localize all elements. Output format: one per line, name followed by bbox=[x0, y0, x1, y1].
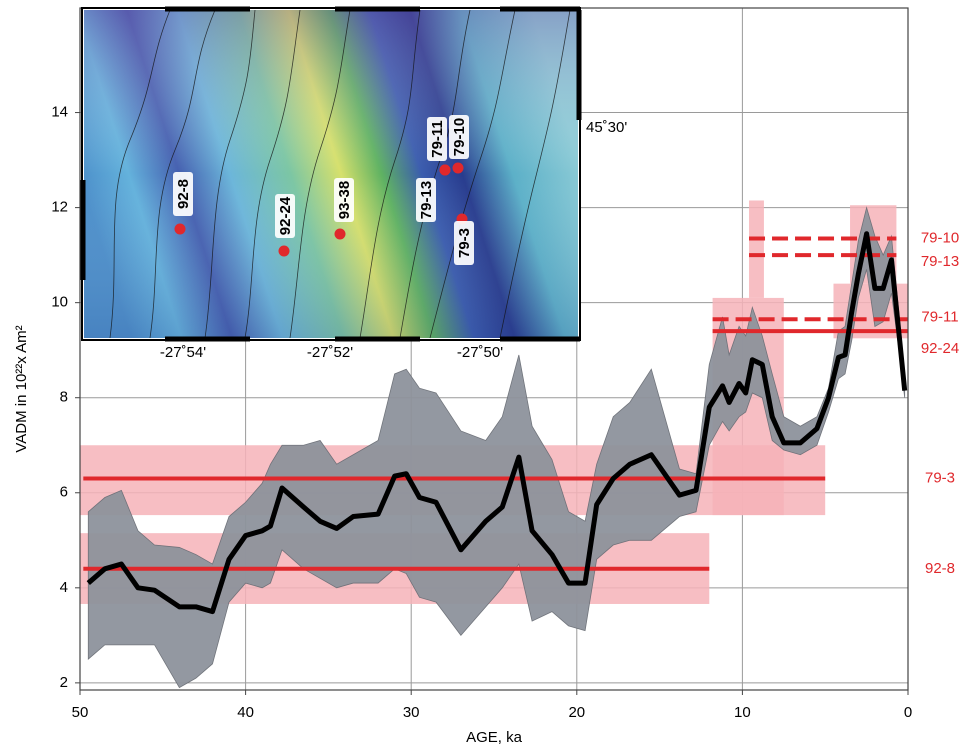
chart: 92-8 92-24 93-38 79-13 79-11 79-10 79-3 -27˚54'… bbox=[0, 0, 973, 750]
inset-map: 92-8 92-24 93-38 79-13 79-11 79-10 79-3 -27˚54'… bbox=[82, 8, 634, 362]
x-tick-label: 50 bbox=[72, 704, 89, 721]
site-label: 79-3 bbox=[456, 228, 473, 258]
lon-label: -27˚50' bbox=[457, 344, 503, 361]
result-label: 79-3 bbox=[925, 469, 955, 486]
site-marker bbox=[175, 224, 186, 235]
y-tick-label: 8 bbox=[60, 389, 68, 406]
site-label: 93-38 bbox=[336, 181, 353, 219]
inset-shade bbox=[84, 10, 578, 338]
site-label: 79-10 bbox=[451, 118, 468, 156]
x-tick-label: 0 bbox=[904, 704, 912, 721]
result-label: 92-24 bbox=[921, 340, 959, 357]
page: 92-8 92-24 93-38 79-13 79-11 79-10 79-3 -27˚54'… bbox=[0, 0, 973, 750]
x-tick-label: 20 bbox=[568, 704, 585, 721]
site-tag: 79-10 bbox=[449, 115, 469, 159]
site-tag: 92-24 bbox=[275, 194, 295, 238]
y-tick-label: 2 bbox=[60, 674, 68, 691]
site-tag: 92-8 bbox=[173, 172, 193, 216]
result-label: 79-13 bbox=[921, 253, 959, 270]
site-label: 79-11 bbox=[429, 120, 446, 158]
site-label: 92-24 bbox=[277, 196, 294, 235]
result-label: 92-8 bbox=[925, 560, 955, 577]
y-tick-label: 4 bbox=[60, 579, 68, 596]
x-tick-label: 30 bbox=[403, 704, 420, 721]
site-marker bbox=[453, 163, 464, 174]
site-marker bbox=[440, 165, 451, 176]
result-label: 79-10 bbox=[921, 229, 959, 246]
site-tag: 93-38 bbox=[334, 178, 354, 222]
x-tick-label: 10 bbox=[734, 704, 751, 721]
x-axis-label: AGE, ka bbox=[466, 729, 523, 746]
lat-label: 45˚30' bbox=[586, 119, 627, 136]
x-tick-label: 40 bbox=[237, 704, 254, 721]
y-tick-label: 14 bbox=[51, 104, 68, 121]
y-tick-label: 6 bbox=[60, 484, 68, 501]
site-tag: 79-13 bbox=[416, 178, 436, 222]
result-label: 79-11 bbox=[921, 308, 958, 325]
site-tag: 79-3 bbox=[454, 221, 474, 265]
site-marker bbox=[279, 246, 290, 257]
site-tag: 79-11 bbox=[427, 117, 447, 161]
site-label: 79-13 bbox=[418, 181, 435, 219]
lon-label: -27˚52' bbox=[307, 344, 353, 361]
site-marker bbox=[335, 229, 346, 240]
lon-label: -27˚54' bbox=[160, 344, 206, 361]
uncertainty-box bbox=[749, 200, 764, 297]
y-tick-label: 10 bbox=[51, 294, 68, 311]
y-axis-label: VADM in 10²²x Am² bbox=[13, 325, 30, 452]
y-tick-label: 12 bbox=[51, 199, 68, 216]
site-label: 92-8 bbox=[175, 179, 192, 209]
